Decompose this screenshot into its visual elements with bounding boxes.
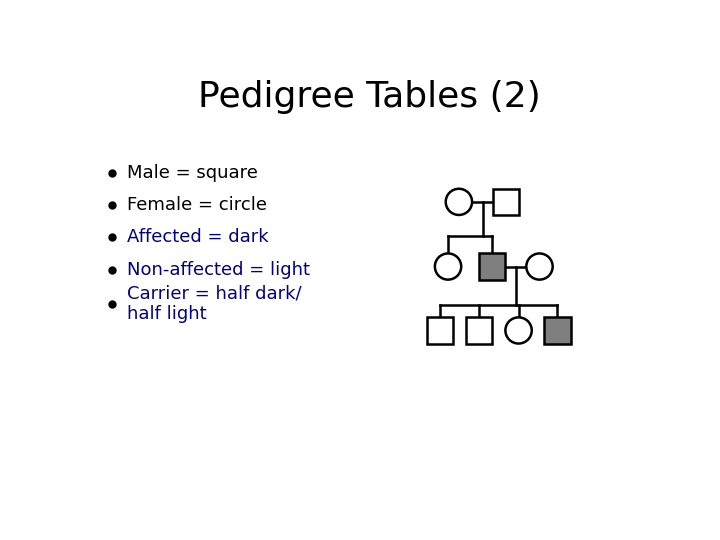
Text: Pedigree Tables (2): Pedigree Tables (2)	[197, 80, 541, 114]
Text: Carrier = half dark/
half light: Carrier = half dark/ half light	[127, 284, 302, 323]
Text: Non-affected = light: Non-affected = light	[127, 261, 310, 279]
Bar	[544, 318, 570, 343]
Text: Female = circle: Female = circle	[127, 196, 267, 214]
Bar	[493, 189, 519, 215]
Text: Affected = dark: Affected = dark	[127, 228, 269, 246]
Bar	[466, 318, 492, 343]
Text: Male = square: Male = square	[127, 164, 258, 181]
Circle shape	[446, 189, 472, 215]
Circle shape	[435, 253, 462, 280]
Circle shape	[526, 253, 553, 280]
Circle shape	[505, 318, 532, 343]
Bar	[479, 253, 505, 280]
Bar	[427, 318, 454, 343]
